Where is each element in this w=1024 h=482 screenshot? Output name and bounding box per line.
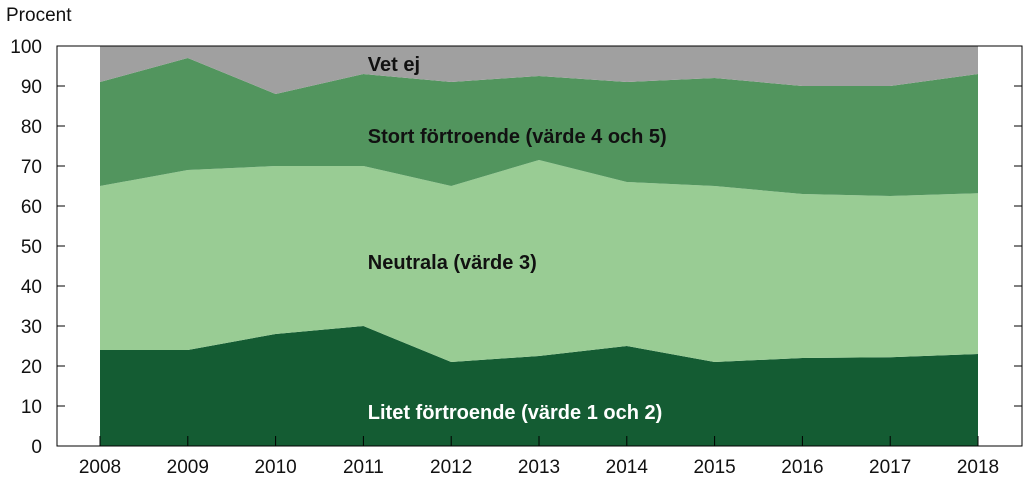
x-tick-label: 2015 [693,457,735,478]
y-tick-label: 60 [21,197,42,218]
x-tick-label: 2008 [79,457,121,478]
y-axis-title: Procent [6,5,72,26]
x-tick-label: 2011 [343,457,384,478]
y-tick-label: 10 [21,397,42,418]
y-tick-label: 20 [21,357,42,378]
x-tick-label: 2014 [606,457,649,478]
y-tick-label: 80 [21,117,42,138]
x-tick-label: 2018 [957,457,999,478]
series-label: Vet ej [368,54,420,76]
series-label: Litet förtroende (värde 1 och 2) [368,402,663,424]
y-tick-label: 30 [21,317,42,338]
y-tick-label: 50 [21,237,42,258]
y-tick-label: 40 [21,277,42,298]
x-tick-label: 2012 [430,457,472,478]
x-tick-label: 2009 [167,457,209,478]
x-tick-label: 2016 [781,457,823,478]
area-vet-ej [100,46,978,94]
y-tick-label: 90 [21,77,42,98]
areas-layer [100,46,978,446]
series-label: Neutrala (värde 3) [368,252,537,274]
y-tick-label: 100 [10,37,42,58]
x-tick-label: 2010 [254,457,296,478]
x-tick-label: 2013 [518,457,560,478]
area-neutrala-v-rde-3 [100,160,978,362]
area-stort-f-rtroende-v-rde-4-och-5 [100,58,978,196]
series-labels-layer: Litet förtroende (värde 1 och 2) Neutrala… [368,54,667,424]
series-label: Stort förtroende (värde 4 och 5) [368,126,667,148]
axes-layer: 0 10 20 30 40 50 60 70 80 90 100 2008 2009 2010 2011 20… [10,37,1023,478]
area-litet-f-rtroende-v-rde-1-och-2 [100,326,978,446]
x-tick-label: 2017 [869,457,911,478]
y-tick-label: 70 [21,157,42,178]
y-tick-label: 0 [31,437,42,458]
